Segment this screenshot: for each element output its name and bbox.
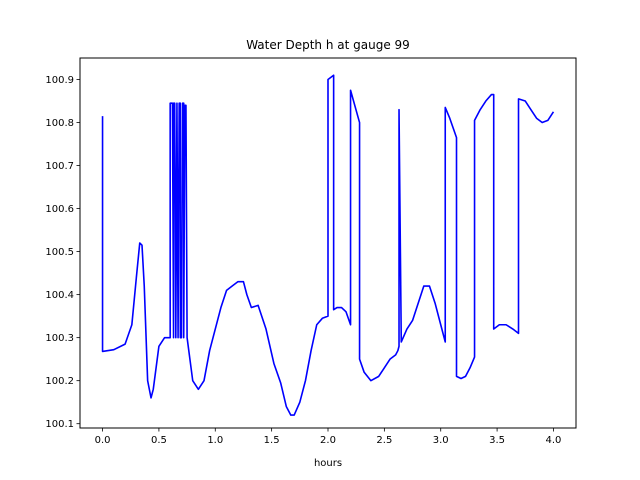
- x-tick-label: 1.5: [264, 435, 280, 446]
- y-tick-label: 100.4: [45, 290, 74, 301]
- y-tick-label: 100.1: [45, 419, 74, 430]
- x-axis: 0.0 0.5 1.0 1.5 2.0 2.5 3.0 3.5 4.0: [95, 428, 562, 446]
- plot-series: [101, 74, 555, 416]
- y-tick-label: 100.7: [45, 161, 74, 172]
- x-tick-label: 2.0: [320, 435, 336, 446]
- series-line: [101, 74, 555, 416]
- x-tick-label: 4.0: [546, 435, 562, 446]
- y-tick-label: 100.6: [45, 204, 74, 215]
- y-tick-label: 100.9: [45, 75, 74, 86]
- x-tick-label: 0.0: [95, 435, 111, 446]
- x-tick-label: 3.0: [433, 435, 449, 446]
- chart-title: Water Depth h at gauge 99: [246, 38, 410, 52]
- plot-area-frame: [79, 57, 577, 429]
- y-axis: 100.1 100.2 100.3 100.4 100.5 100.6 100.7 100.8…: [45, 75, 80, 430]
- x-axis-label: hours: [314, 458, 342, 469]
- x-tick-label: 2.5: [376, 435, 392, 446]
- y-tick-label: 100.5: [45, 247, 74, 258]
- x-tick-label: 3.5: [489, 435, 505, 446]
- x-tick-label: 1.0: [207, 435, 223, 446]
- y-tick-label: 100.2: [45, 376, 74, 387]
- x-tick-label: 0.5: [151, 435, 167, 446]
- y-tick-label: 100.3: [45, 333, 74, 344]
- y-tick-label: 100.8: [45, 118, 74, 129]
